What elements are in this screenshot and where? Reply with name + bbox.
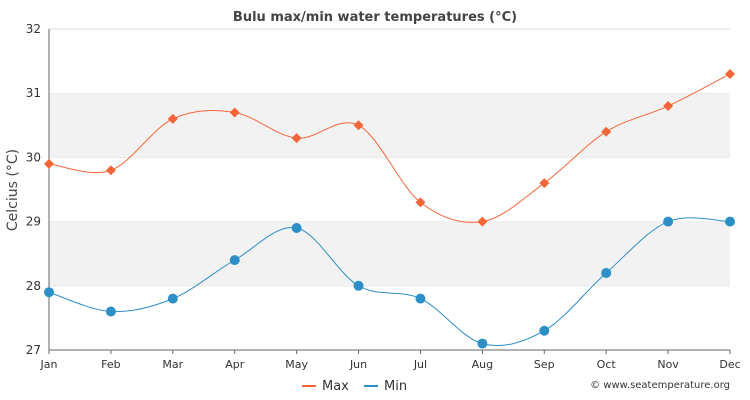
grid-band [49, 29, 730, 94]
x-tick-label: Jul [413, 358, 427, 371]
y-axis-label: Celcius (°C) [5, 149, 21, 231]
data-point-min [601, 267, 612, 278]
chart-title: Bulu max/min water temperatures (°C) [233, 10, 517, 25]
x-tick-label: Aug [472, 358, 493, 371]
x-tick-label: Dec [719, 358, 740, 371]
x-tick-label: Jun [349, 358, 367, 371]
data-point-min [539, 325, 550, 336]
data-point-max [725, 68, 735, 79]
data-point-min [291, 223, 302, 234]
series-layer [44, 68, 735, 349]
grid-band [49, 157, 730, 222]
data-point-max [291, 133, 302, 144]
data-point-min [229, 255, 240, 266]
x-tick-label: Jan [40, 358, 58, 371]
data-point-max [601, 126, 612, 137]
data-point-min [477, 338, 488, 349]
x-tick-label: Feb [101, 358, 120, 371]
legend: Max Min [302, 379, 407, 394]
y-tick-label: 27 [26, 343, 41, 357]
legend-label-max: Max [322, 379, 349, 394]
data-point-min [353, 280, 364, 291]
x-tick-label: Mar [162, 358, 183, 371]
y-tick-label: 31 [26, 86, 41, 100]
data-point-min [725, 216, 735, 227]
legend-label-min: Min [384, 379, 407, 394]
grid-band [49, 93, 730, 158]
data-point-max [167, 113, 178, 124]
data-point-min [415, 293, 426, 304]
data-point-max [415, 197, 426, 208]
grid-bands [49, 28, 730, 350]
grid-band [49, 285, 730, 350]
x-tick-labels: Jan Feb Mar Apr May Jun Jul Aug Sep Oct Nov Dec [40, 350, 741, 371]
y-tick-label: 28 [26, 279, 41, 293]
x-tick-label: Sep [534, 358, 555, 371]
data-point-max [539, 178, 550, 189]
series-min [44, 216, 735, 349]
series-max [44, 68, 735, 227]
x-tick-label: Nov [657, 358, 679, 371]
y-tick-label: 29 [26, 215, 41, 229]
data-point-max [105, 165, 116, 176]
data-point-max [353, 120, 364, 131]
y-tick-label: 30 [26, 150, 41, 164]
data-point-min [105, 306, 116, 317]
data-point-max [44, 158, 54, 169]
data-point-min [663, 216, 674, 227]
x-tick-label: Apr [225, 358, 245, 371]
credit-text: © www.seatemperature.org [590, 380, 730, 391]
data-point-min [167, 293, 178, 304]
x-tick-label: Oct [597, 358, 617, 371]
x-tick-label: May [285, 358, 308, 371]
data-point-max [663, 101, 674, 112]
y-tick-labels: 27 28 29 30 31 32 [26, 22, 41, 357]
data-point-max [477, 216, 488, 227]
grid-band [49, 221, 730, 286]
data-point-min [44, 287, 54, 298]
y-tick-label: 32 [26, 22, 41, 36]
data-point-max [229, 107, 240, 118]
